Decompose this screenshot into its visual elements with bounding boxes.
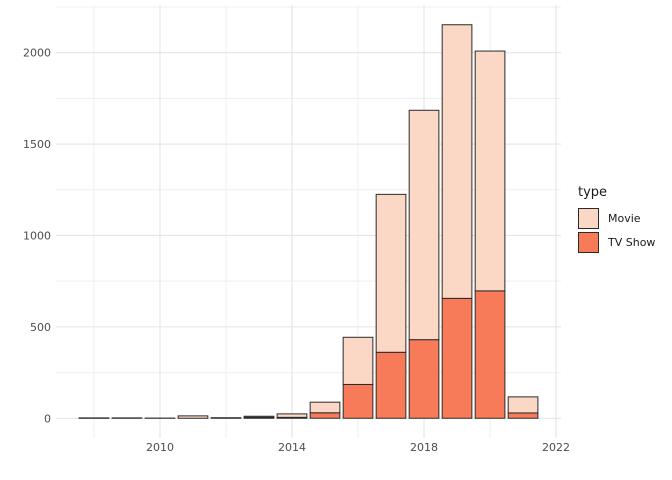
x-tick-label-2018: 2018 [410, 441, 438, 454]
bar-segment-movie-2020 [474, 50, 506, 292]
bar-segment-tv-show-2017 [375, 351, 407, 419]
legend-title: type [578, 185, 608, 200]
movie-color-swatch [578, 208, 599, 229]
x-tick-label-2022: 2022 [542, 441, 570, 454]
legend-entry-tv-show: TV Show [578, 232, 655, 253]
bar-segment-movie-2018 [408, 109, 440, 341]
y-tick-label-500: 500 [30, 321, 51, 334]
bar-segment-tv-show-2016 [342, 383, 374, 419]
bar-segment-tv-show-2021 [507, 412, 539, 419]
bar-segment-movie-2011 [177, 415, 209, 419]
bar-segment-movie-2012 [210, 417, 242, 419]
y-tick-label-0: 0 [44, 412, 51, 425]
y-tick-label-1000: 1000 [23, 229, 51, 242]
bar-segment-tv-show-2018 [408, 339, 440, 419]
bar-segment-movie-2021 [507, 396, 539, 414]
bar-segment-movie-2019 [441, 24, 473, 299]
legend-label-movie: Movie [608, 212, 641, 225]
bar-segment-movie-2014 [276, 413, 308, 418]
bar-segment-movie-2015 [309, 401, 341, 414]
tv-show-color-swatch [578, 232, 599, 253]
bar-segment-movie-2013 [243, 415, 275, 418]
legend-label-tv-show: TV Show [608, 236, 656, 249]
y-tick-label-1500: 1500 [23, 138, 51, 151]
x-tick-label-2014: 2014 [278, 441, 306, 454]
bar-segment-tv-show-2015 [309, 412, 341, 419]
x-tick-label-2010: 2010 [146, 441, 174, 454]
legend: type Movie TV Show [578, 185, 655, 256]
bar-segment-tv-show-2020 [474, 290, 506, 419]
bar-segment-movie-2017 [375, 193, 407, 353]
y-tick-label-2000: 2000 [23, 47, 51, 60]
bar-segment-tv-show-2019 [441, 297, 473, 419]
legend-entry-movie: Movie [578, 208, 655, 229]
bar-segment-movie-2016 [342, 336, 374, 385]
